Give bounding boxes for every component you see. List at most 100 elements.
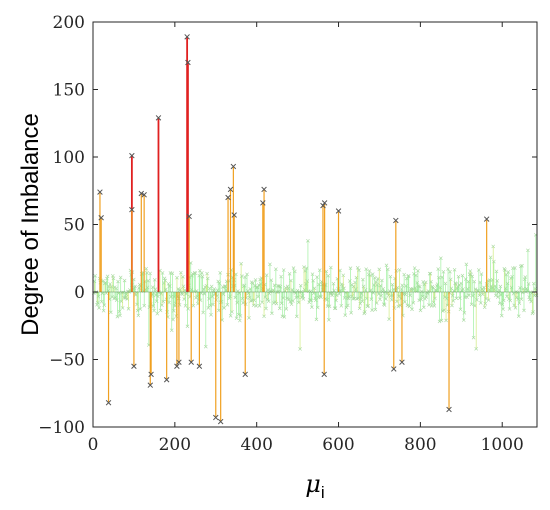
noise-marker [375,283,380,287]
x-tick-label: 1000 [481,435,524,455]
noise-marker [427,271,432,276]
noise-marker [374,280,378,284]
noise-marker [205,276,210,281]
stem-marker [188,359,194,365]
stem-marker [321,200,328,206]
noise-marker [506,270,511,274]
stem-marker [186,213,192,220]
y-axis-ticks: −100 −50 0 50 100 150 200 [38,13,537,438]
noise-marker [281,268,286,272]
noise-marker [523,275,528,279]
noise-marker [315,305,320,310]
noise-marker [114,286,118,291]
noise-marker [167,284,172,288]
noise-marker [498,284,503,289]
noise-marker [396,304,401,309]
noise-marker [480,292,485,297]
noise-marker [211,302,215,307]
noise-marker [359,292,364,296]
noise-marker [339,303,344,308]
noise-marker [494,269,499,274]
noise-marker [360,299,365,304]
noise-marker [270,311,274,316]
noise-marker [145,271,149,275]
noise-marker [274,301,279,306]
y-tick-label: 150 [53,81,85,101]
noise-marker [145,285,150,290]
noise-marker [531,310,535,314]
noise-marker [105,274,110,279]
noise-marker [358,301,363,306]
noise-marker [332,288,336,293]
noise-marker [311,278,315,283]
noise-marker [160,271,165,275]
x-axis-title-subscript: i [321,483,325,502]
noise-marker [148,271,152,276]
noise-marker [171,317,175,322]
noise-marker [432,304,437,308]
noise-marker [312,286,317,291]
noise-marker [136,313,141,318]
noise-marker [381,287,386,291]
noise-marker [317,268,322,273]
noise-marker [146,278,150,283]
noise-marker [183,303,188,308]
noise-marker [245,272,249,277]
x-axis-title-symbol: μ [305,470,321,498]
noise-marker [314,317,319,322]
noise-marker [472,279,477,284]
noise-marker [313,298,318,303]
stem-marker [446,406,452,413]
noise-marker [171,308,176,313]
noise-marker [122,278,127,283]
x-tick-label: 0 [88,435,99,455]
noise-marker [406,273,411,278]
noise-marker [334,293,339,298]
noise-marker [361,284,366,289]
noise-marker [319,295,323,299]
noise-marker [289,278,293,283]
noise-marker [222,284,227,289]
noise-marker [337,292,342,296]
stem-marker [131,363,137,370]
noise-marker [224,288,228,292]
noise-marker [370,308,374,312]
noise-marker [178,287,183,292]
noise-marker [95,302,99,307]
noise-marker [378,297,382,302]
noise-marker [101,308,106,313]
noise-marker [478,301,483,305]
noise-marker [120,306,125,310]
noise-marker [349,310,353,315]
noise-marker [164,287,168,292]
noise-marker [185,324,190,329]
noise-marker [437,319,442,324]
noise-marker [433,296,437,301]
noise-marker [482,305,487,310]
noise-marker [444,296,449,301]
noise-marker [522,308,526,313]
noise-marker [454,296,459,301]
stem-marker [141,192,147,198]
noise-marker [183,288,187,293]
noise-marker [138,307,143,311]
noise-marker [415,280,420,285]
noise-marker [102,303,107,307]
noise-marker [364,267,369,271]
noise-marker [492,287,497,291]
noise-marker [526,248,530,253]
noise-marker [257,303,262,308]
x-axis-title: μi [305,470,324,502]
noise-marker [418,284,422,289]
noise-marker [458,307,463,312]
noise-marker [266,287,270,292]
noise-marker [491,244,496,249]
noise-marker [263,295,268,299]
noise-marker [326,273,331,278]
noise-marker [330,293,334,298]
noise-marker [200,274,205,279]
noise-marker [429,279,433,284]
noise-marker [374,301,379,305]
noise-marker [454,281,458,286]
